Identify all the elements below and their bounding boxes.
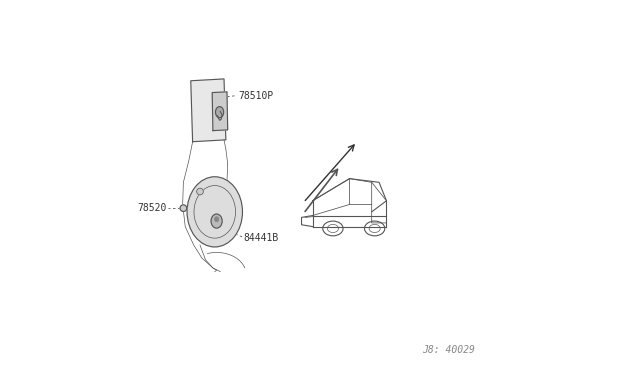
Polygon shape [212,92,228,131]
Ellipse shape [196,188,204,195]
Ellipse shape [215,217,218,221]
Polygon shape [191,79,226,142]
Ellipse shape [180,205,187,211]
Text: 78510P: 78510P [238,91,273,101]
Text: J8: 40029: J8: 40029 [422,345,475,355]
Text: 84441B: 84441B [244,233,279,243]
Ellipse shape [211,214,222,228]
Text: 78520: 78520 [137,203,166,213]
Ellipse shape [216,107,223,118]
Ellipse shape [187,177,243,247]
